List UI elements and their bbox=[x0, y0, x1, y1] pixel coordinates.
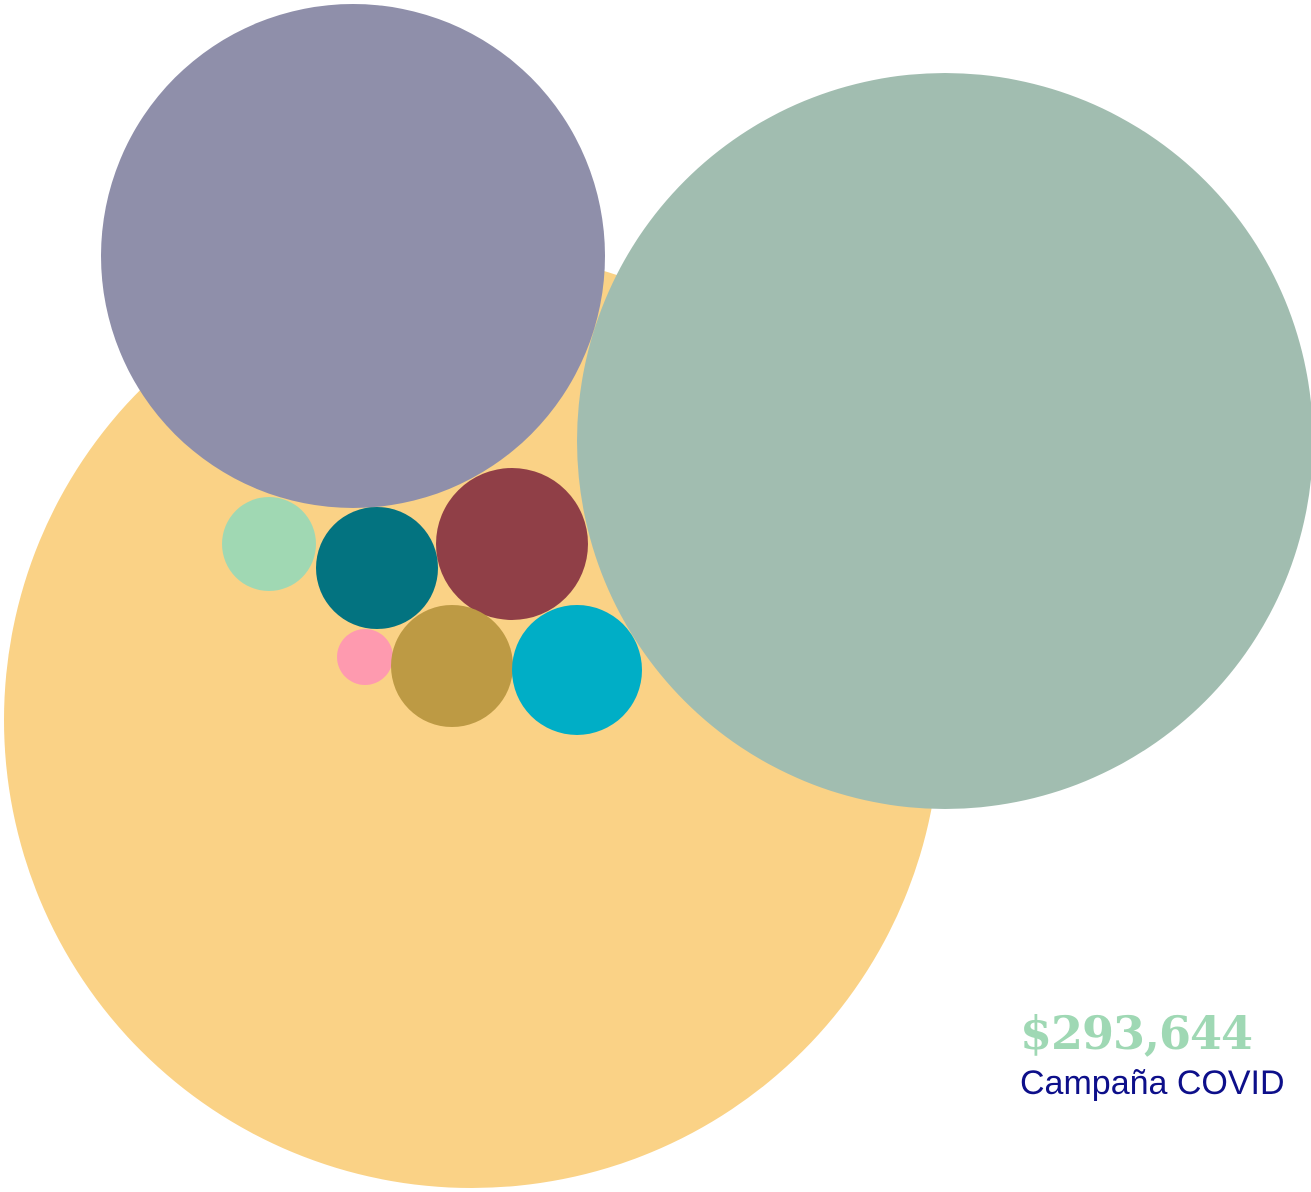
bubble-teal[interactable] bbox=[316, 507, 438, 629]
bubble-caption: $293,644 Campaña COVID bbox=[1020, 1005, 1285, 1105]
bubble-olive[interactable] bbox=[391, 605, 513, 727]
bubble-sage[interactable] bbox=[577, 73, 1311, 809]
caption-label: Campaña COVID bbox=[1020, 1061, 1285, 1105]
bubble-mint[interactable] bbox=[222, 497, 316, 591]
bubble-cyan[interactable] bbox=[512, 605, 642, 735]
bubble-purple[interactable] bbox=[101, 4, 605, 508]
caption-value: $293,644 bbox=[1020, 1005, 1285, 1061]
bubble-pink[interactable] bbox=[337, 629, 393, 685]
bubble-maroon[interactable] bbox=[436, 468, 588, 620]
